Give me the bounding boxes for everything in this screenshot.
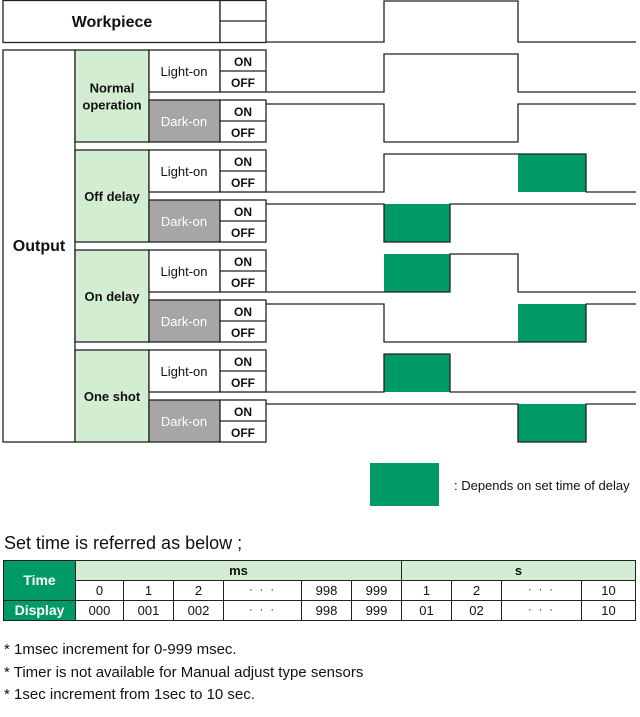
- delay-block: [384, 354, 450, 392]
- time-cell: 999: [350, 580, 403, 601]
- output-mode-cell: [148, 249, 221, 293]
- time-cell: 2: [173, 580, 224, 601]
- mode-group-cell: [74, 349, 150, 443]
- mode-group-label: Normal: [90, 81, 135, 96]
- output-mode-label: Light-on: [161, 164, 208, 179]
- workpiece-box: [2, 0, 221, 44]
- display-cell: 998: [301, 600, 352, 621]
- delay-block: [384, 204, 450, 242]
- state-on-label: ON: [234, 255, 252, 269]
- output-waveform: [266, 303, 636, 343]
- time-cell: 0: [75, 580, 124, 601]
- units-row: Time ms s: [3, 560, 637, 601]
- output-mode-label: Light-on: [161, 264, 208, 279]
- output-mode-label: Dark-on: [161, 114, 207, 129]
- state-off-label: OFF: [231, 276, 255, 290]
- output-waveform: [266, 153, 636, 193]
- note-item: * Timer is not available for Manual adju…: [4, 663, 364, 681]
- state-off-label: OFF: [231, 176, 255, 190]
- state-off-label: OFF: [231, 376, 255, 390]
- mode-group-label: On delay: [85, 289, 141, 304]
- unit-header: ms: [74, 560, 403, 581]
- display-cell: 999: [350, 600, 403, 621]
- display-cell: 01: [401, 600, 453, 621]
- delay-block: [518, 154, 586, 192]
- notes: * 1msec increment for 0-999 msec. * Time…: [4, 639, 363, 707]
- output-mode-cell: [148, 199, 221, 243]
- set-time-table: Time ms s 0 1 2 · · · 998 999 1 2 · · · 10 Display…: [3, 560, 637, 621]
- output-label: Output: [13, 238, 66, 255]
- state-off-label: OFF: [231, 426, 255, 440]
- state-on-label: ON: [234, 405, 252, 419]
- mode-group-label: Off delay: [84, 189, 140, 204]
- output-waveform: [266, 103, 636, 143]
- output-waveform: [266, 203, 636, 243]
- delay-block: [384, 254, 450, 292]
- output-mode-cell: [148, 299, 221, 343]
- output-mode-cell: [148, 399, 221, 443]
- note-item: * 1msec increment for 0-999 msec.: [4, 641, 237, 658]
- display-cell: 10: [581, 600, 637, 621]
- time-cell: 10: [581, 580, 637, 601]
- output-mode-cell: [148, 99, 221, 143]
- legend-swatch: [370, 463, 439, 506]
- time-cell: · · ·: [501, 580, 583, 601]
- state-on-label: ON: [234, 55, 252, 69]
- time-row: 0 1 2 · · · 998 999 1 2 · · · 10: [4, 580, 637, 601]
- set-time-title: Set time is referred as below ;: [4, 533, 243, 553]
- workpiece-waveform: [266, 0, 636, 43]
- state-off-label: OFF: [231, 226, 255, 240]
- display-header: Display: [3, 600, 76, 621]
- output-mode-label: Dark-on: [161, 314, 207, 329]
- time-header: Time: [3, 560, 76, 601]
- state-on-label: ON: [234, 305, 252, 319]
- output-mode-label: Light-on: [161, 364, 208, 379]
- time-cell: 1: [123, 580, 174, 601]
- display-cell: 000: [75, 600, 124, 621]
- time-cell: 998: [301, 580, 352, 601]
- workpiece-label: Workpiece: [72, 14, 153, 31]
- mode-group-cell: [74, 49, 150, 143]
- time-cell: 2: [451, 580, 503, 601]
- legend-text: : Depends on set time of delay: [454, 478, 630, 493]
- display-cell: 02: [451, 600, 503, 621]
- state-off-label: OFF: [231, 76, 255, 90]
- mode-group-cell: [74, 249, 150, 343]
- unit-header: s: [401, 560, 637, 581]
- output-waveform: [266, 403, 636, 443]
- display-cell: · · ·: [501, 600, 583, 621]
- output-waveform: [266, 353, 636, 393]
- timing-diagram: Workpiece Output Normal operation Light-on ON…: [2, 0, 636, 443]
- note-item: * 1sec increment from 1sec to 10 sec.: [4, 686, 255, 703]
- delay-block: [518, 304, 586, 342]
- mode-group-label: One shot: [84, 389, 141, 404]
- output-mode-cell: [148, 349, 221, 393]
- output-waveform: [266, 53, 636, 93]
- state-on-label: ON: [234, 105, 252, 119]
- output-mode-label: Light-on: [161, 64, 208, 79]
- output-mode-label: Dark-on: [161, 414, 207, 429]
- display-row: Display 000 001 002 · · · 998 999 01 02 · · · 10: [3, 600, 637, 621]
- output-mode-cell: [148, 149, 221, 193]
- time-cell: 1: [401, 580, 453, 601]
- time-cell: · · ·: [223, 580, 302, 601]
- output-waveform: [266, 253, 636, 293]
- display-cell: 002: [173, 600, 224, 621]
- output-mode-label: Dark-on: [161, 214, 207, 229]
- display-cell: 001: [123, 600, 174, 621]
- state-off-label: OFF: [231, 126, 255, 140]
- state-on-label: ON: [234, 355, 252, 369]
- mode-group-cell: [74, 149, 150, 243]
- state-on-label: ON: [234, 155, 252, 169]
- state-on-label: ON: [234, 205, 252, 219]
- mode-group-label: operation: [82, 98, 141, 113]
- output-box: [2, 49, 76, 443]
- display-cell: · · ·: [223, 600, 302, 621]
- delay-block: [518, 404, 586, 442]
- state-off-label: OFF: [231, 326, 255, 340]
